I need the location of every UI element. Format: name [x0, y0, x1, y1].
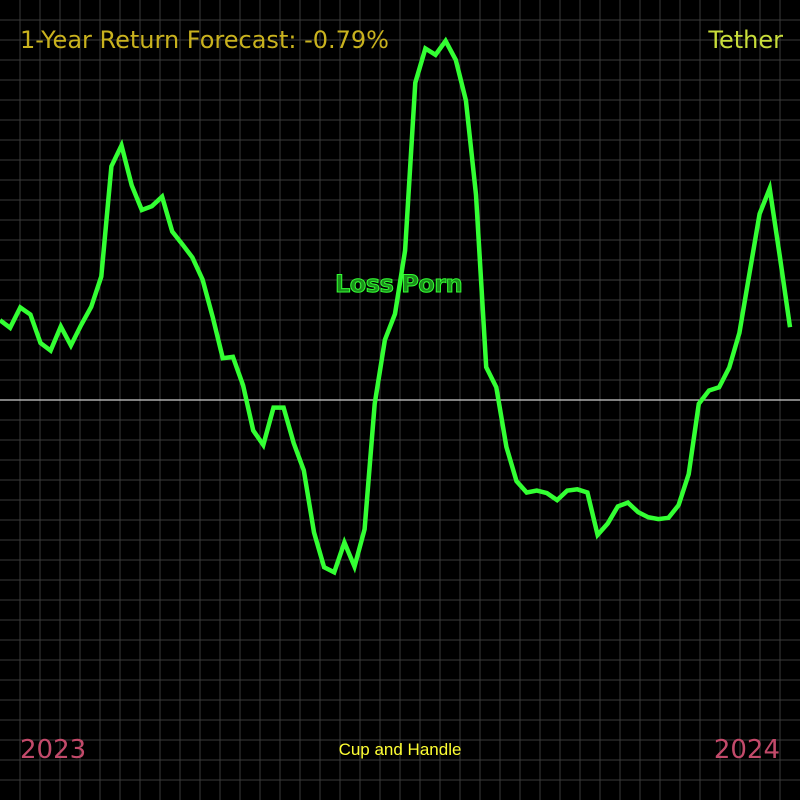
series-line: [0, 36, 793, 576]
chart-annotation: Loss Porn: [334, 270, 463, 299]
series-layer: [0, 36, 793, 576]
chart-title: 1-Year Return Forecast: -0.79%: [20, 26, 389, 54]
x-axis-end-label: 2024: [713, 735, 780, 765]
asset-name: Tether: [708, 26, 783, 54]
pattern-label: Cup and Handle: [338, 740, 462, 759]
x-axis-start-label: 2023: [20, 735, 87, 765]
